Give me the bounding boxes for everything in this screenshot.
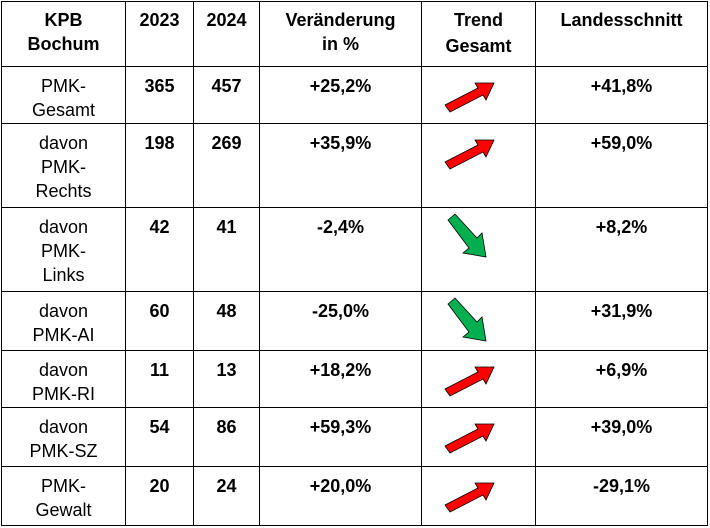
- table-row: davon PMK- Links 42 41 -2,4% +8,2%: [1, 207, 708, 292]
- value-2023: 20: [125, 466, 194, 526]
- change-percent: +25,2%: [259, 66, 422, 124]
- trend-cell: [421, 350, 536, 408]
- value-2024: 48: [193, 291, 260, 351]
- trend-cell: [421, 66, 536, 124]
- row-label: davon PMK- Rechts: [1, 123, 126, 208]
- value-2023: 365: [125, 66, 194, 124]
- header-year-2023: 2023: [125, 1, 194, 67]
- value-2024: 86: [193, 407, 260, 467]
- header-year-2024: 2024: [193, 1, 260, 67]
- header-kpb-bochum: KPB Bochum: [1, 1, 126, 67]
- state-average: +31,9%: [535, 291, 708, 351]
- change-percent: +18,2%: [259, 350, 422, 408]
- change-percent: -25,0%: [259, 291, 422, 351]
- value-2023: 54: [125, 407, 194, 467]
- change-percent: -2,4%: [259, 207, 422, 292]
- value-2023: 60: [125, 291, 194, 351]
- row-label: PMK- Gewalt: [1, 466, 126, 526]
- value-2024: 13: [193, 350, 260, 408]
- state-average: +41,8%: [535, 66, 708, 124]
- value-2024: 41: [193, 207, 260, 292]
- row-label: davon PMK-SZ: [1, 407, 126, 467]
- table-row: davon PMK-AI 60 48 -25,0% +31,9%: [1, 291, 708, 351]
- value-2023: 11: [125, 350, 194, 408]
- table-row: PMK- Gewalt 20 24 +20,0% -29,1%: [1, 466, 708, 526]
- trend-cell: [421, 466, 536, 526]
- trend-cell: [421, 207, 536, 292]
- row-label: PMK- Gesamt: [1, 66, 126, 124]
- state-average: +59,0%: [535, 123, 708, 208]
- header-row: KPB Bochum 2023 2024 Veränderung in % Tr…: [1, 1, 708, 67]
- state-average: +8,2%: [535, 207, 708, 292]
- value-2023: 42: [125, 207, 194, 292]
- row-label: davon PMK-AI: [1, 291, 126, 351]
- table-row: davon PMK-RI 11 13 +18,2% +6,9%: [1, 350, 708, 408]
- state-average: +39,0%: [535, 407, 708, 467]
- change-percent: +59,3%: [259, 407, 422, 467]
- trend-cell: [421, 291, 536, 351]
- trend-cell: [421, 407, 536, 467]
- header-change-percent: Veränderung in %: [259, 1, 422, 67]
- state-average: +6,9%: [535, 350, 708, 408]
- value-2024: 269: [193, 123, 260, 208]
- trend-cell: [421, 123, 536, 208]
- table-row: PMK- Gesamt 365 457 +25,2% +41,8%: [1, 66, 708, 124]
- change-percent: +20,0%: [259, 466, 422, 526]
- change-percent: +35,9%: [259, 123, 422, 208]
- state-average: -29,1%: [535, 466, 708, 526]
- value-2023: 198: [125, 123, 194, 208]
- value-2024: 457: [193, 66, 260, 124]
- header-trend: Trend Gesamt: [421, 1, 536, 67]
- row-label: davon PMK- Links: [1, 207, 126, 292]
- value-2024: 24: [193, 466, 260, 526]
- table-row: davon PMK-SZ 54 86 +59,3% +39,0%: [1, 407, 708, 467]
- row-label: davon PMK-RI: [1, 350, 126, 408]
- header-state-average: Landesschnitt: [535, 1, 708, 67]
- table-row: davon PMK- Rechts 198 269 +35,9% +59,0%: [1, 123, 708, 208]
